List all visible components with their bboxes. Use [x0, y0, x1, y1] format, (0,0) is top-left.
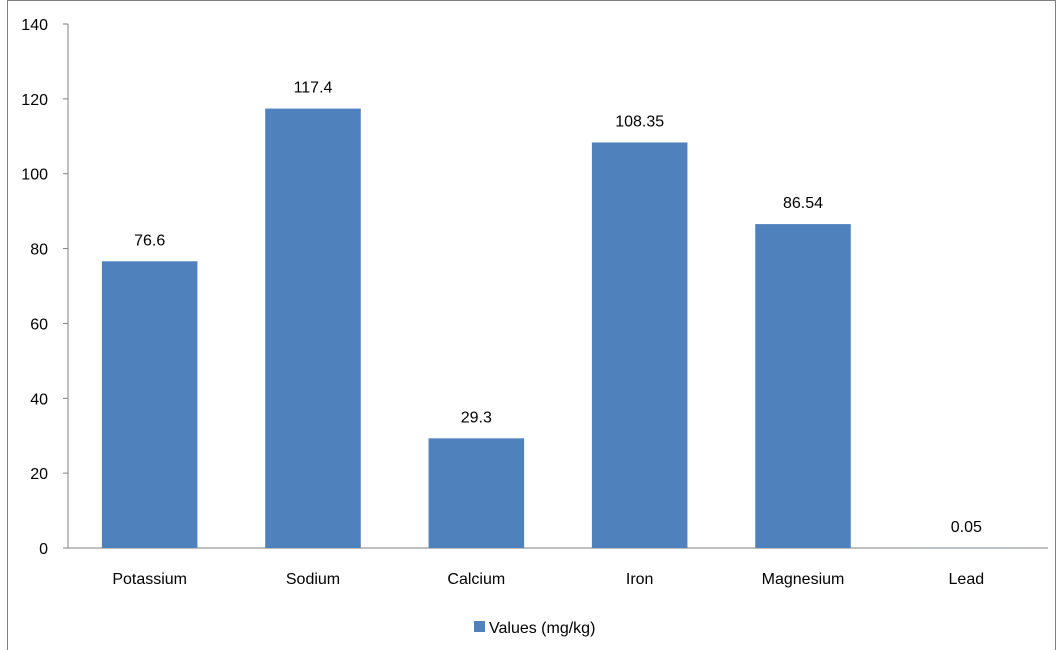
y-tick-label: 60: [30, 316, 48, 333]
bars: [101, 108, 1015, 549]
bar-calcium: [428, 438, 525, 548]
category-label: Lead: [949, 571, 985, 588]
legend-swatch: [474, 621, 485, 632]
data-label: 0.05: [951, 519, 982, 536]
data-labels: 76.6 117.4 29.3 108.35 86.54 0.05: [134, 80, 982, 536]
y-tick-labels: 0 20 40 60 80 100 120 140: [21, 17, 48, 558]
bar-iron: [591, 142, 688, 548]
bar-magnesium: [755, 224, 851, 548]
data-label: 117.4: [294, 80, 333, 97]
y-tick-label: 140: [21, 17, 48, 34]
y-tick-label: 0: [39, 541, 48, 558]
data-label: 108.35: [615, 113, 664, 130]
category-label: Potassium: [112, 571, 187, 588]
category-labels: Potassium Sodium Calcium Iron Magnesium Lead: [112, 571, 984, 588]
axes: [63, 23, 1048, 549]
y-tick-label: 40: [30, 391, 48, 408]
data-label: 76.6: [134, 232, 165, 249]
y-tick-label: 80: [30, 242, 48, 259]
y-tick-label: 100: [21, 167, 48, 184]
y-tick-label: 120: [21, 92, 48, 109]
legend-label: Values (mg/kg): [489, 620, 595, 637]
category-label: Calcium: [447, 571, 505, 588]
y-tick-label: 20: [30, 466, 48, 483]
legend: Values (mg/kg): [474, 620, 595, 637]
data-label: 86.54: [783, 195, 823, 212]
category-label: Magnesium: [762, 571, 845, 588]
category-label: Sodium: [286, 571, 340, 588]
data-label: 29.3: [461, 409, 492, 426]
bar-sodium: [265, 108, 361, 549]
bar-potassium: [101, 261, 198, 548]
category-label: Iron: [626, 571, 654, 588]
